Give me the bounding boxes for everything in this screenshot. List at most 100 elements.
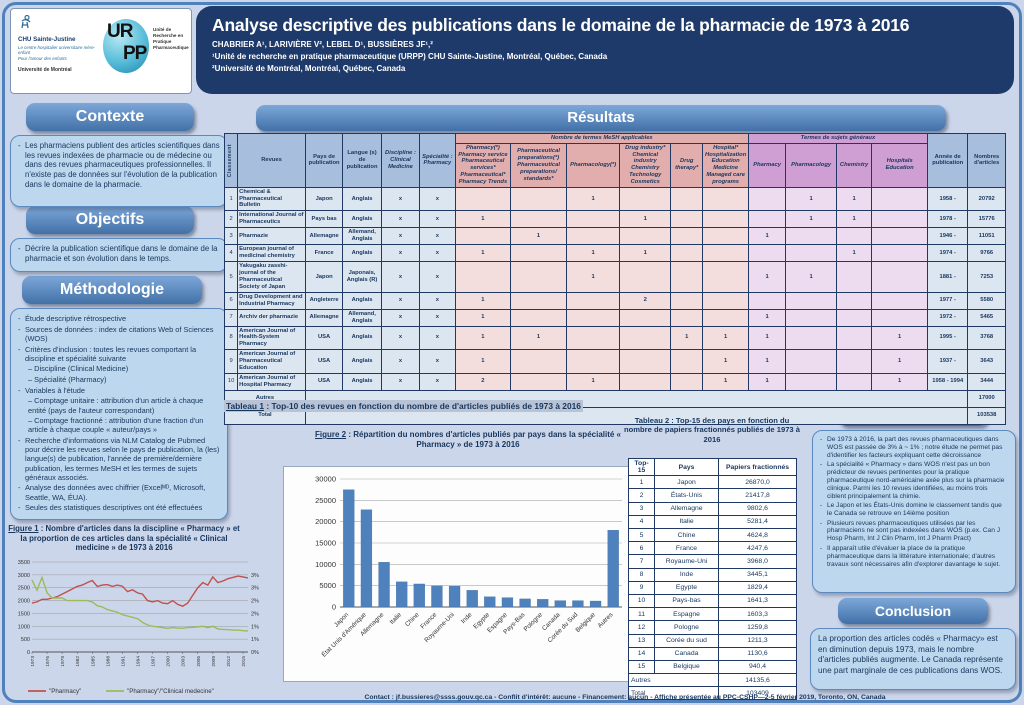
y-axis-right-label: 1% <box>251 624 259 630</box>
tableau2-header: Top-15 <box>628 457 655 477</box>
tableau1-cell <box>747 210 787 229</box>
tableau1-cell <box>702 308 749 327</box>
tableau1-cell <box>747 244 787 263</box>
tableau1-cell <box>835 261 873 293</box>
x-axis-label: 2000 <box>166 656 172 667</box>
tableau1-cell: 3444 <box>967 372 1006 391</box>
tableau1-cell: American Journal of Health-System Pharma… <box>237 325 306 351</box>
tableau1-cell: 1 <box>871 325 928 351</box>
y-axis-label: 25000 <box>315 496 336 505</box>
tableau1-row: 10 American Journal of Hospital Pharmacy U… <box>223 372 1006 391</box>
tableau1-cell <box>510 372 567 391</box>
contexte-box: - Les pharmaciens publient des articles s… <box>10 135 228 207</box>
bullet-marker: - <box>18 324 21 334</box>
chu-tagline: Pour l'amour des enfants <box>18 55 67 61</box>
methodologie-text: – Spécialité (Pharmacy) <box>28 375 107 385</box>
figure2-bar <box>484 596 496 608</box>
tableau1-cell <box>510 308 567 327</box>
tableau1-cell: 7253 <box>967 261 1006 293</box>
tableau2-cell: 1 <box>628 475 655 490</box>
tableau1-cell: x <box>380 325 421 351</box>
tableau1-cell <box>702 186 749 212</box>
tableau2-row: 13 Corée du sud 1211,3 <box>628 633 797 648</box>
tableau1-cell <box>619 372 672 391</box>
tableau1-cell <box>702 244 749 263</box>
tableau1-cell: 2 <box>619 291 672 310</box>
figure2-bar <box>501 597 514 608</box>
tableau1-cell: 9766 <box>967 244 1006 263</box>
tableau2-cell: 940,4 <box>718 659 797 675</box>
tableau1-cell: 5 <box>223 261 239 293</box>
x-axis-label: 1976 <box>45 656 51 667</box>
tableau1-cell: Drug Development and Industrial Pharmacy <box>237 291 306 310</box>
discussion-text: Il apparaît utile d'évaluer la place de … <box>827 544 1001 568</box>
tableau1-header: Revues <box>237 133 306 188</box>
x-axis-label: 2012 <box>226 656 232 667</box>
tableau1-cell: x <box>419 325 456 351</box>
figure2-bar <box>537 599 549 608</box>
tableau2-cell: Allemagne <box>654 501 719 516</box>
section-header-conclusion: Conclusion <box>838 598 988 624</box>
tableau2-cell: 1641,3 <box>718 593 797 609</box>
tableau1: Classement Revues Pays de publication Langu… <box>223 133 1006 425</box>
tableau1-cell: x <box>380 349 421 374</box>
tableau1-cell: 1 <box>785 261 837 293</box>
y-axis-label: 5000 <box>319 581 336 590</box>
tableau2-row: 12 Pologne 1259,8 <box>628 620 797 635</box>
tableau2-cell: Japon <box>654 475 719 490</box>
tableau1-cell: x <box>380 210 421 229</box>
tableau1-cell <box>670 349 704 374</box>
tableau1-cell: Allemagne <box>304 308 344 327</box>
bullet-marker: - <box>18 385 21 395</box>
tableau2-row: 5 Chine 4624,8 <box>628 527 797 543</box>
tableau1-header: Hospitals Education <box>871 142 928 188</box>
tableau1-cell <box>785 325 837 351</box>
tableau2-row: 6 France 4247,6 <box>628 541 797 556</box>
tableau2-cell: 1211,3 <box>718 633 797 648</box>
tableau1-row: 3 Pharmazie Allemagne Allemand, Anglais x x 1 1… <box>223 227 1006 246</box>
tableau1-cell <box>747 186 787 212</box>
tableau1-cell: 1978 - <box>926 210 969 229</box>
tableau1-cell: 1 <box>565 186 621 212</box>
tableau1-cell: European journal of medicinal chemistry <box>237 244 306 263</box>
tableau1-row: 9 American Journal of Pharmaceutical Educ… <box>223 349 1006 374</box>
figure2-bar <box>431 585 443 608</box>
tableau2-cell: Chine <box>654 527 719 543</box>
tableau1-cell: 1 <box>747 261 787 293</box>
tableau2-row: 3 Allemagne 9802,6 <box>628 501 797 516</box>
tableau1-cell: 2 <box>454 372 512 391</box>
tableau1-cell: USA <box>304 349 344 374</box>
tableau1-cell <box>871 261 928 293</box>
tableau1-header: Drug therapy* <box>670 142 704 188</box>
tableau1-cell: x <box>380 186 421 212</box>
tableau1-cell: 1 <box>747 349 787 374</box>
tableau1-cell <box>510 210 567 229</box>
discussion-item: - Il apparaît utile d'évaluer la place de… <box>820 545 1008 569</box>
chu-subtitle: Le centre hospitalier universitaire mère… <box>18 44 96 55</box>
tableau1-cell: x <box>380 372 421 391</box>
tableau1-cell: x <box>419 349 456 374</box>
tableau1-cell: 1 <box>565 261 621 293</box>
methodologie-text: Recherche d'informations via NLM Catalog… <box>25 436 220 482</box>
urpp-blob-icon <box>103 19 149 73</box>
tableau1-cell: 5580 <box>967 291 1006 310</box>
tableau1-row: 5 Yakugaku zasshi-journal of the Pharmace… <box>223 261 1006 293</box>
tableau1-cell: 5465 <box>967 308 1006 327</box>
bullet-marker: - <box>18 244 21 253</box>
tableau1-cell: 1 <box>670 325 704 351</box>
tableau1-cell: x <box>380 308 421 327</box>
tableau1-cell: American Journal of Pharmaceutical Educa… <box>237 349 306 374</box>
tableau1-cell: 1946 - <box>926 227 969 246</box>
y-axis-right-label: 0% <box>251 650 259 656</box>
x-axis-label: 2009 <box>211 656 217 667</box>
tableau1-cell: x <box>380 261 421 293</box>
figure2-bar <box>554 600 566 608</box>
tableau1-cell: 1 <box>747 227 787 246</box>
tableau1-cell <box>565 308 621 327</box>
tableau1-cell: 1 <box>454 349 512 374</box>
tableau1-cell: 1 <box>454 210 512 229</box>
tableau2-cell: 26870,0 <box>718 475 797 490</box>
tableau2-cell: Corée du sud <box>654 633 719 648</box>
urpp-name: Unité de Recherche en Pratique Pharmaceu… <box>153 27 189 50</box>
tableau1-cell: Anglais <box>342 349 382 374</box>
